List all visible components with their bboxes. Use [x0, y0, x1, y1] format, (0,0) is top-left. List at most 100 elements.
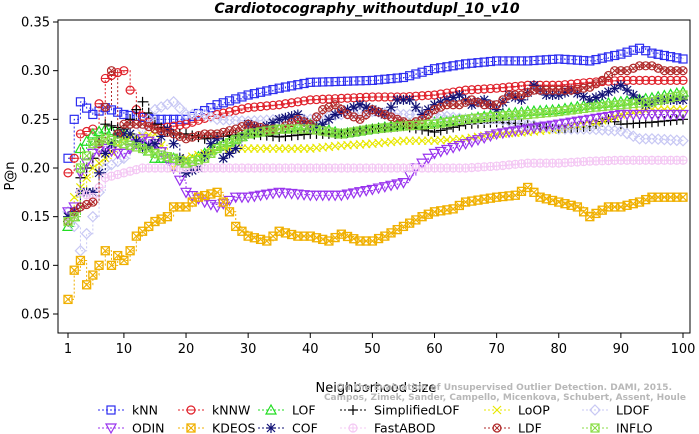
series-cof-point — [528, 80, 539, 91]
series-odin-point — [627, 109, 640, 121]
series-odin-point — [434, 146, 447, 158]
series-ldof-point — [155, 101, 168, 113]
series-odin-point — [248, 191, 261, 203]
series-kdeos-point — [678, 192, 688, 202]
series-cof-point — [591, 92, 602, 103]
series-kdeos-point — [81, 280, 92, 290]
series-cof-point — [125, 128, 136, 139]
series-knn-point — [224, 96, 235, 106]
series-odin-point — [664, 109, 677, 121]
series-loop-point — [411, 136, 421, 146]
series-cof-point — [516, 94, 527, 105]
legend-label-fastabod: FastABOD — [374, 421, 436, 434]
series-kdeos-point — [106, 260, 117, 270]
series-cof-point — [224, 148, 235, 159]
series-odin-point — [496, 128, 509, 140]
series-odin-point — [347, 188, 360, 200]
legend-loop-point — [492, 405, 502, 415]
series-knn-point — [579, 55, 589, 66]
series-cof-point — [665, 94, 676, 105]
series-knn-point — [585, 56, 595, 66]
series-inflo-point — [678, 90, 688, 100]
series-ldf-point — [479, 100, 489, 110]
series-loop-point — [405, 136, 415, 146]
series-odin-point — [372, 183, 385, 195]
legend-item-lof: LOF — [258, 403, 316, 418]
series-odin-point — [366, 184, 379, 196]
series-cof-point — [118, 128, 129, 139]
series-loop-point — [274, 144, 284, 153]
series-cof-point — [435, 97, 446, 108]
series-cof-point — [286, 111, 297, 122]
series-knn-point — [560, 54, 570, 64]
series-odin-point — [440, 144, 453, 156]
series-ldf-point — [442, 100, 452, 110]
series-cof-point — [466, 99, 477, 110]
series-ldf-point — [541, 85, 551, 95]
series-ldf-point — [529, 85, 539, 95]
series-cof-point — [361, 102, 372, 113]
series-knn-point — [622, 47, 632, 57]
series-knn-point — [392, 73, 402, 83]
series-cof-point — [100, 148, 111, 159]
series-knn-point — [82, 103, 92, 113]
series-ldf-point — [206, 129, 216, 139]
series-cof-point — [205, 138, 216, 149]
series-cof-point — [553, 90, 564, 100]
series-knn-point — [268, 84, 278, 95]
series-ldf-point — [535, 85, 545, 95]
series-knn-point — [349, 76, 359, 86]
series-knn-point — [361, 75, 371, 86]
series-knn-point — [591, 54, 601, 65]
x-axis-label: Neighborhood size — [316, 381, 437, 396]
chart-title: Cardiotocography_withoutdupl_10_v10 — [214, 1, 520, 17]
series-knn-point — [380, 74, 390, 84]
legend-ldof-point — [589, 404, 601, 416]
series-ldf-line — [68, 65, 683, 223]
series-knn-point — [119, 109, 129, 120]
series-knn-point — [498, 56, 508, 66]
series-odin-point — [273, 187, 286, 199]
series-kdeos-point — [218, 197, 228, 207]
legend-label-ldof: LDOF — [616, 403, 650, 418]
series-odin-point — [385, 180, 398, 192]
series-knn-point — [523, 56, 533, 66]
series-knn-point — [603, 52, 614, 62]
series-odin-point — [621, 109, 634, 121]
series-knn-point — [535, 55, 545, 65]
series-odin-point — [310, 190, 323, 202]
series-kdeos-point — [75, 255, 86, 266]
series-odin-point — [596, 112, 609, 124]
series-ldof-point — [677, 134, 689, 147]
series-knn-point — [641, 46, 651, 56]
series-loop-point — [88, 163, 98, 173]
series-loop-point — [293, 144, 303, 153]
y-tick-label: 0.30 — [21, 64, 50, 79]
series-simplifiedlof-point — [448, 122, 459, 133]
series-ldof-point — [205, 111, 217, 123]
series-knn-point — [423, 65, 433, 76]
series-cof-point — [559, 87, 570, 98]
series-knn-point — [169, 114, 179, 124]
series-ldf-point — [634, 61, 645, 71]
series-cof-point — [87, 187, 98, 198]
series-simplifiedlof-point — [100, 119, 111, 130]
legend-item-fastabod: FastABOD — [340, 421, 436, 434]
legend-label-kdeos: KDEOS — [212, 421, 256, 434]
series-knn-point — [405, 71, 415, 81]
series-cof-point — [218, 153, 229, 164]
series-kdeos-point — [94, 260, 104, 270]
series-knn-point — [311, 77, 322, 87]
series-odin-point — [229, 192, 242, 204]
legend-fastabod-point — [348, 423, 358, 433]
legend-ldf-point — [492, 423, 502, 433]
series-ldf-point — [641, 61, 651, 71]
series-ldf — [63, 61, 688, 227]
series-knn-point — [678, 54, 688, 64]
series-knn-point — [572, 55, 582, 65]
series-knn-point — [460, 59, 471, 69]
series-cof-point — [603, 86, 614, 97]
series-lof-point — [74, 142, 87, 154]
series-knn-point — [318, 77, 328, 87]
series-ldf-point — [504, 90, 514, 100]
